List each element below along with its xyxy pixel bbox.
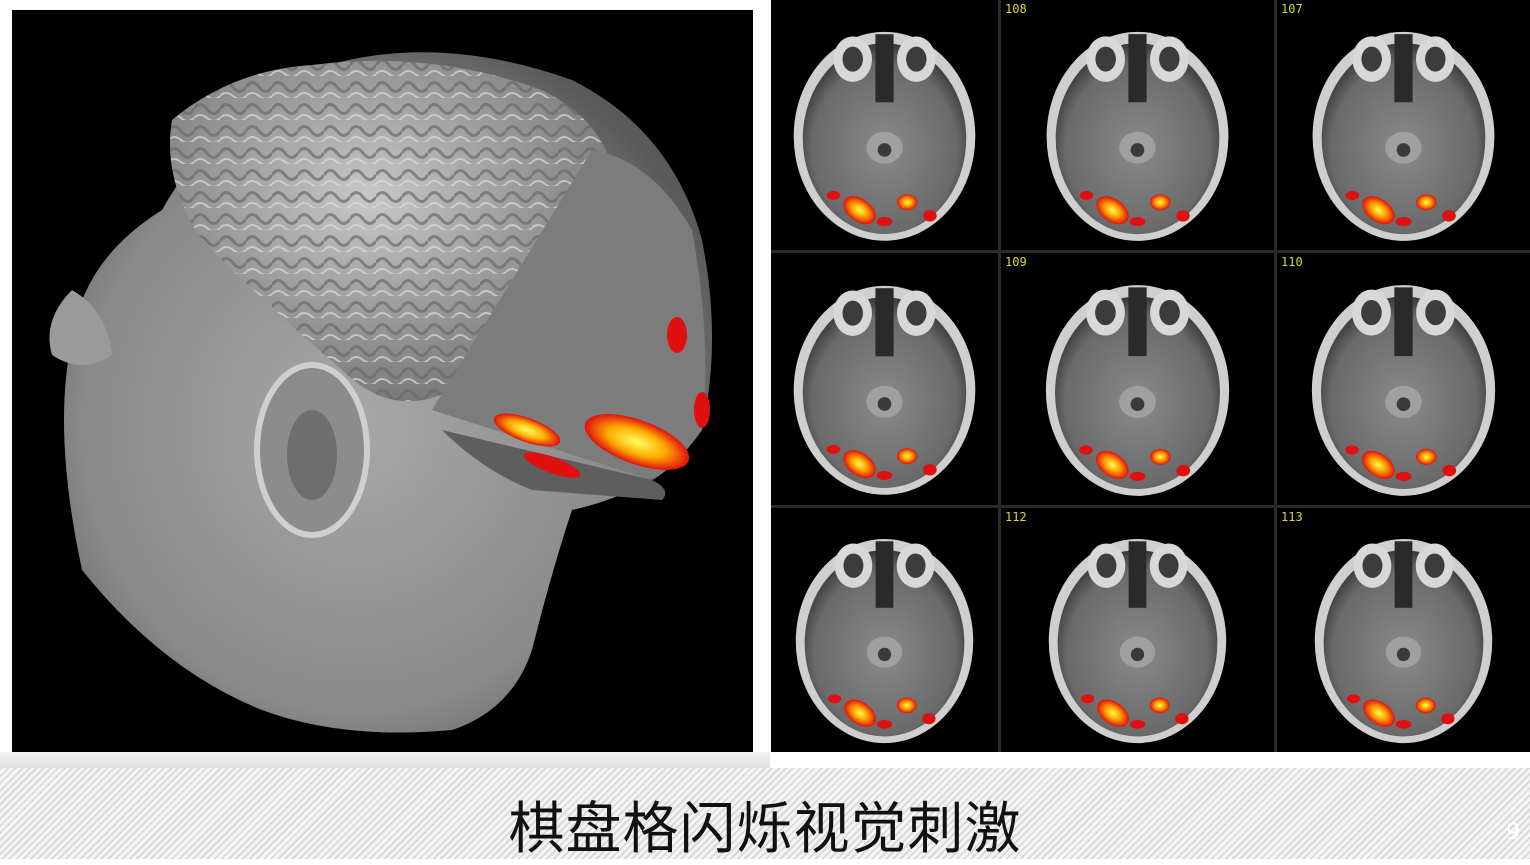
slide-caption: 棋盘格闪烁视觉刺激 bbox=[508, 797, 1022, 862]
axial-slice-grid: 108 107 109 110 112 113 bbox=[771, 0, 1530, 752]
slice-number: 110 bbox=[1281, 255, 1303, 269]
activation-blob bbox=[694, 392, 710, 428]
slice-number: 113 bbox=[1281, 510, 1303, 524]
activation-blob bbox=[493, 413, 561, 447]
nose bbox=[49, 290, 112, 365]
slice-tile: 107 bbox=[1277, 0, 1530, 250]
head-rendering bbox=[49, 52, 712, 733]
slice-number: 109 bbox=[1005, 255, 1027, 269]
slice-tile: 113 bbox=[1277, 508, 1530, 752]
slice-tile: 110 bbox=[1277, 253, 1530, 505]
slice-tile bbox=[771, 0, 998, 250]
slice-number: 108 bbox=[1005, 2, 1027, 16]
page-number: 9 bbox=[1506, 820, 1520, 845]
slice-number: 112 bbox=[1005, 510, 1027, 524]
activation-blob bbox=[667, 317, 687, 353]
slice-tile bbox=[771, 508, 998, 752]
left-frame-shadow bbox=[0, 752, 770, 768]
slice-number: 107 bbox=[1281, 2, 1303, 16]
slide-footer-pattern bbox=[0, 768, 1530, 859]
head-rendering-panel bbox=[12, 10, 753, 752]
activation-blob bbox=[523, 452, 581, 478]
slice-tile: 108 bbox=[1001, 0, 1274, 250]
slice-tile bbox=[771, 253, 998, 505]
cut-plane bbox=[432, 150, 706, 480]
slice-tile: 109 bbox=[1001, 253, 1274, 505]
slice-tile: 112 bbox=[1001, 508, 1274, 752]
activation-blob bbox=[584, 414, 690, 470]
